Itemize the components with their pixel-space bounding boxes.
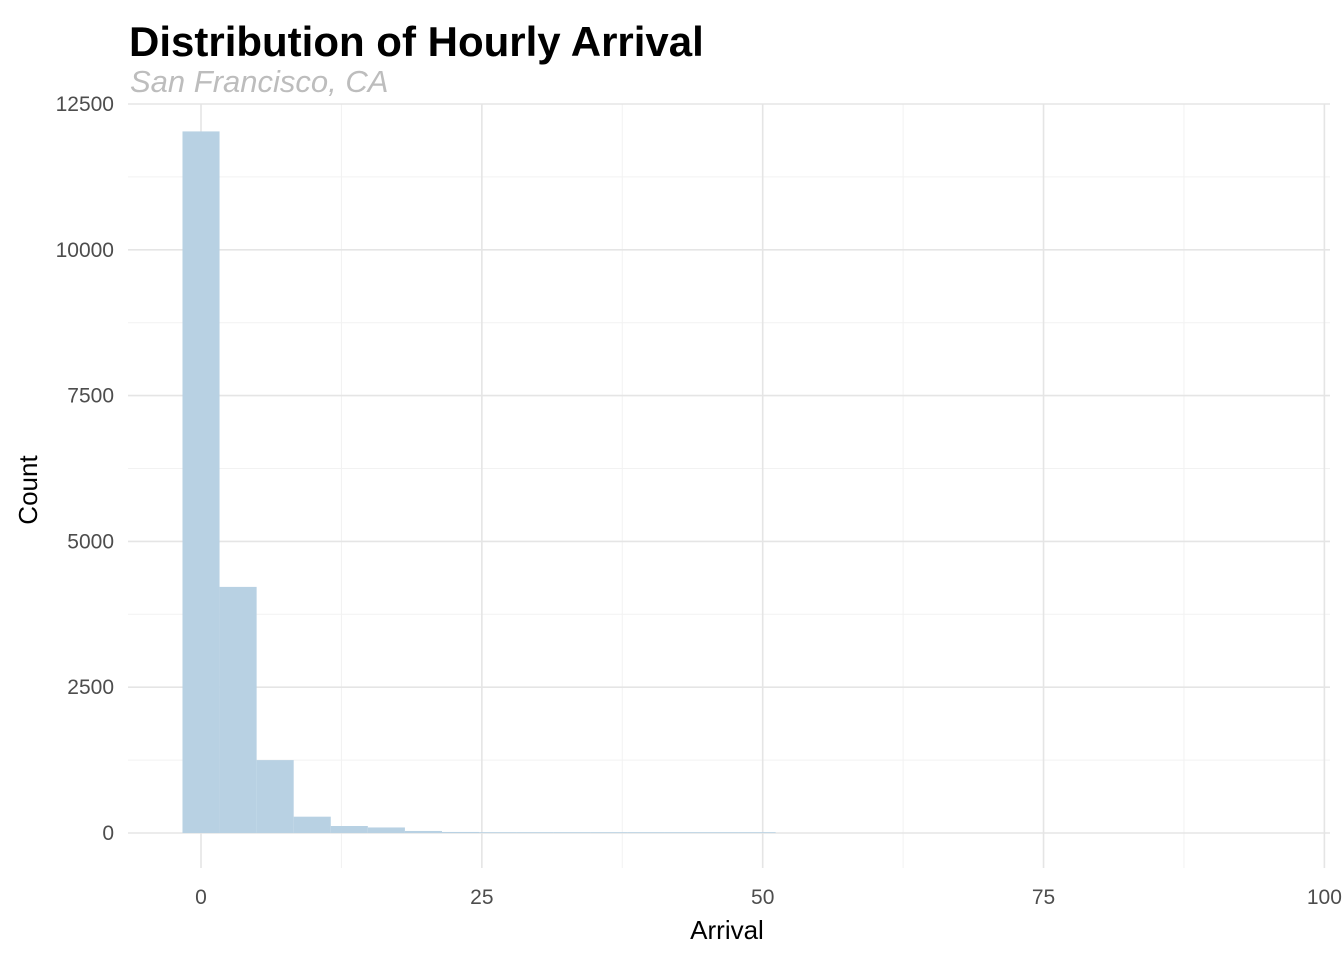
chart-subtitle: San Francisco, CA: [130, 64, 389, 99]
x-axis-title: Arrival: [690, 915, 764, 945]
y-axis-tick-labels: 0 2500 5000 7500 10000 12500: [56, 93, 114, 845]
x-tick-label: 0: [195, 886, 207, 909]
histogram-bar: [256, 760, 294, 834]
histogram-bar: [219, 586, 257, 834]
y-tick-label: 0: [102, 822, 114, 845]
histogram-bar: [367, 827, 405, 834]
chart-title: Distribution of Hourly Arrival: [129, 18, 704, 65]
histogram-bar: [479, 832, 517, 834]
histogram-bar: [627, 832, 665, 834]
major-gridlines: [128, 103, 1330, 868]
histogram-bar: [701, 832, 739, 834]
histogram-bar: [553, 832, 591, 834]
x-axis-tick-labels: 0 25 50 75 100: [195, 886, 1342, 909]
histogram-bar: [590, 832, 628, 834]
histogram-bar: [664, 832, 702, 834]
y-tick-label: 2500: [67, 676, 114, 699]
histogram-bar: [516, 832, 554, 834]
x-tick-label: 75: [1032, 886, 1055, 909]
histogram-bars: [182, 131, 776, 834]
y-tick-label: 12500: [56, 93, 114, 116]
histogram-bar: [330, 826, 368, 834]
x-tick-label: 50: [751, 886, 774, 909]
histogram-bar: [182, 131, 220, 834]
histogram-bar: [293, 816, 331, 834]
minor-gridlines: [128, 104, 1330, 868]
histogram-bar: [441, 831, 480, 834]
histogram-bar: [404, 830, 442, 834]
histogram-bar: [738, 832, 776, 834]
x-tick-label: 100: [1307, 886, 1342, 909]
x-tick-label: 25: [470, 886, 493, 909]
y-tick-label: 7500: [67, 385, 114, 408]
y-axis-title: Count: [13, 455, 43, 525]
y-tick-label: 10000: [56, 239, 114, 262]
y-tick-label: 5000: [67, 530, 114, 553]
